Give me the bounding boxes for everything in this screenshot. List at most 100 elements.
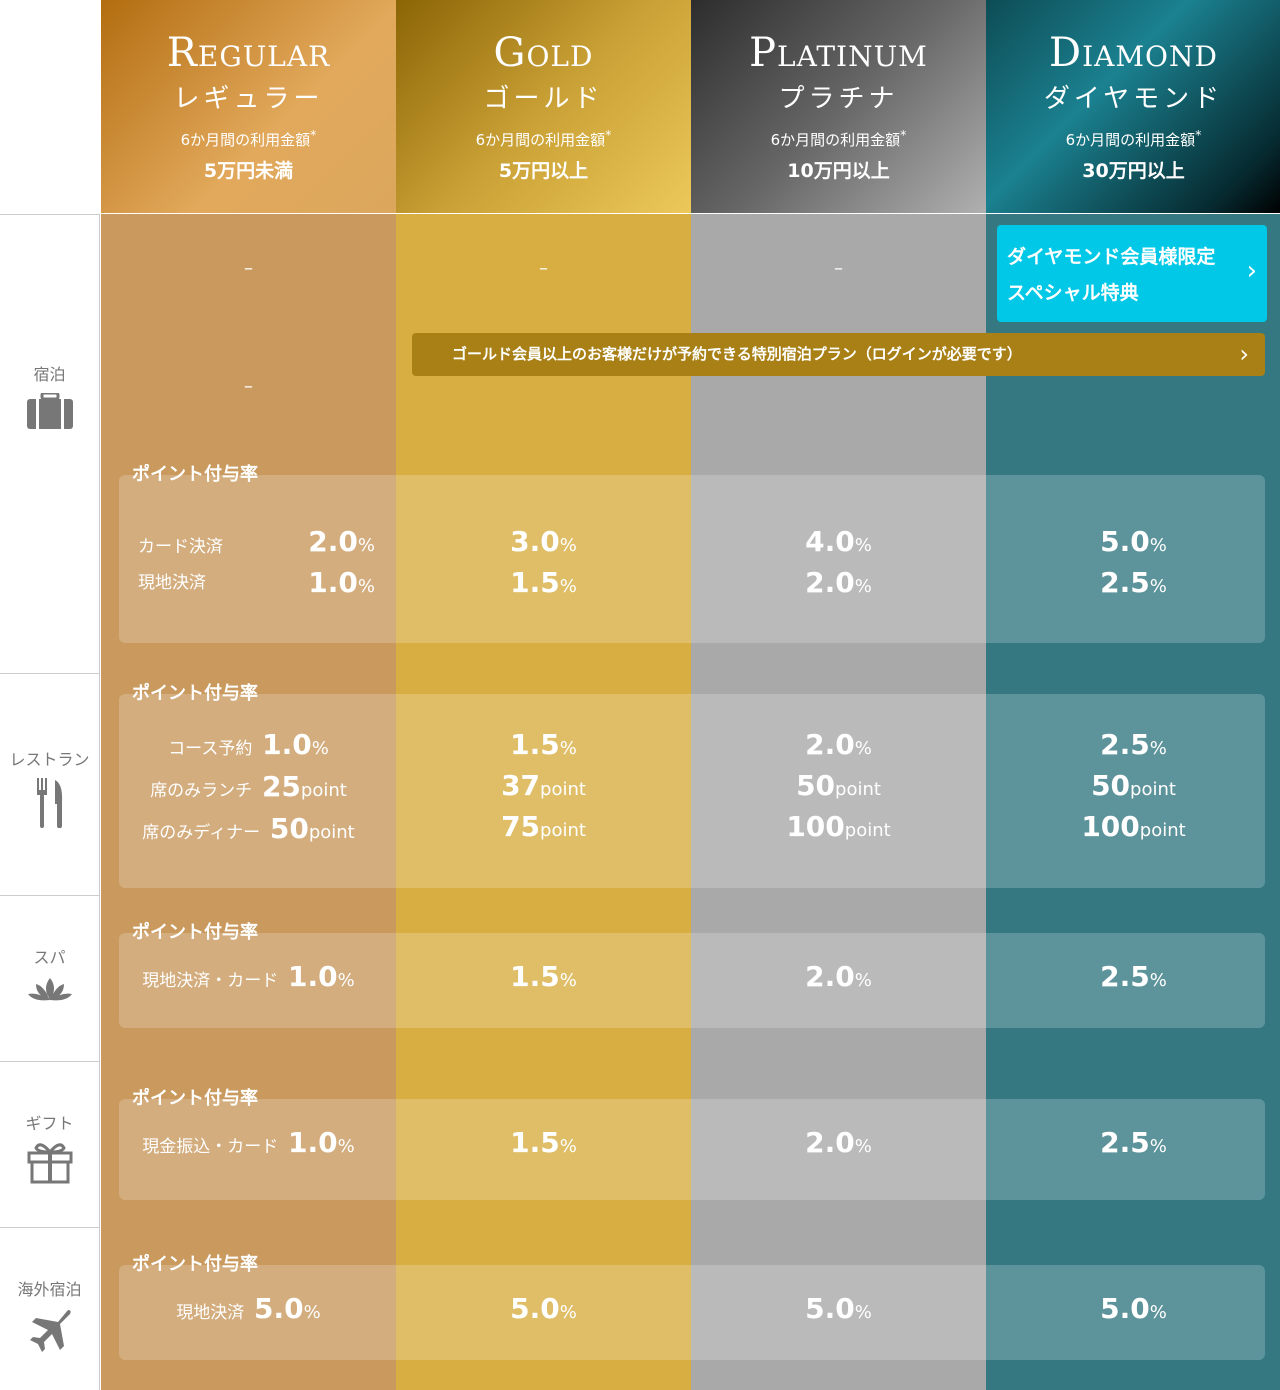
points-panel-hotel	[119, 475, 1265, 643]
value-text: %	[1149, 1136, 1167, 1157]
column-platinum	[691, 214, 986, 1390]
value-text: 3.0	[510, 525, 560, 558]
value-text: 2.0	[308, 525, 358, 558]
row-label-gift: ギフト	[0, 1061, 100, 1227]
hotel-rate-diamond: 5.0% 2.5%	[986, 523, 1280, 605]
value-text: %	[1149, 738, 1167, 759]
gift-icon	[27, 1143, 72, 1184]
tier-amount: 5万円未満	[203, 160, 294, 182]
value-text: コース予約	[168, 739, 253, 759]
value-text: %	[559, 576, 577, 597]
value-text: 2.5	[1100, 960, 1150, 993]
column-regular	[101, 214, 396, 1390]
points-title: ポイント付与率	[132, 922, 258, 943]
suitcase-icon	[26, 391, 73, 429]
value-text: point	[1130, 779, 1176, 800]
value-text: 2.0	[805, 566, 855, 599]
value-text: 5.0	[805, 1292, 855, 1325]
tier-header-platinum: Platinum プラチナ 6か月間の利用金額* 10万円以上	[691, 0, 986, 213]
tier-name-en: Diamond	[1049, 30, 1218, 76]
value-text: 席のみディナー	[142, 823, 261, 843]
category-label: ギフト	[25, 1114, 74, 1133]
period-label: 6か月間の利用金額	[180, 131, 311, 149]
spa-rate-diamond: 2.5%	[986, 958, 1280, 999]
points-panel-spa	[119, 933, 1265, 1028]
hotel-rate-gold: 3.0% 1.5%	[396, 523, 691, 605]
lotus-icon	[27, 978, 72, 1001]
row-label-overseas: 海外宿泊	[0, 1227, 100, 1390]
onsite-payment-label: 現地決済	[138, 573, 206, 593]
value-text: %	[357, 576, 375, 597]
gold-special-plan-button[interactable]: ゴールド会員以上のお客様だけが予約できる特別宿泊プラン（ログインが必要です） ›	[412, 333, 1265, 376]
category-label: 宿泊	[33, 365, 66, 384]
tier-header-diamond: Diamond ダイヤモンド 6か月間の利用金額* 30万円以上	[986, 0, 1280, 213]
tier-amount: 10万円以上	[787, 160, 890, 182]
points-panel-gift	[119, 1099, 1265, 1200]
not-available-dash: –	[244, 258, 253, 279]
button-label: ダイヤモンド会員様限定	[1007, 246, 1216, 268]
value-text: 2.0	[805, 960, 855, 993]
value-text: 1.5	[510, 1126, 560, 1159]
tier-name-jp: ゴールド	[483, 84, 604, 114]
value-text: %	[559, 738, 577, 759]
value-text: %	[854, 1136, 872, 1157]
value-text: 5.0	[1100, 525, 1150, 558]
category-label: レストラン	[9, 750, 90, 769]
category-label: スパ	[33, 948, 66, 967]
value-text: 75	[501, 810, 541, 843]
value-text: 1.5	[510, 960, 560, 993]
asterisk: *	[900, 127, 907, 142]
value-text: 50	[269, 812, 309, 845]
value-text: %	[559, 1136, 577, 1157]
value-text: %	[1149, 535, 1167, 556]
restaurant-rate-diamond: 2.5% 50point 100point	[986, 726, 1280, 849]
period-label: 6か月間の利用金額	[475, 131, 606, 149]
spa-rate-gold: 1.5%	[396, 958, 691, 999]
restaurant-rate-regular: コース予約 1.0% 席のみランチ 25point 席のみディナー 50poin…	[101, 726, 396, 852]
value-text: point	[1139, 820, 1186, 841]
restaurant-rate-platinum: 2.0% 50point 100point	[691, 726, 986, 849]
hotel-rate-platinum: 4.0% 2.0%	[691, 523, 986, 605]
value-text: 25	[261, 770, 301, 803]
tier-header-regular: Regular レギュラー 6か月間の利用金額* 5万円未満	[101, 0, 396, 213]
spa-rate-regular: 現地決済・カード 1.0%	[101, 958, 396, 1000]
not-available-dash: –	[539, 258, 548, 279]
value-text: 37	[501, 769, 541, 802]
button-label: スペシャル特典	[1007, 282, 1139, 304]
value-text: %	[357, 535, 375, 556]
value-text: %	[337, 970, 355, 991]
gift-rate-platinum: 2.0%	[691, 1124, 986, 1165]
points-title: ポイント付与率	[132, 464, 258, 485]
overseas-rate-platinum: 5.0%	[691, 1290, 986, 1331]
chevron-right-icon: ›	[1239, 340, 1249, 368]
value-text: 100	[786, 810, 845, 843]
value-text: 現地決済	[176, 1303, 245, 1323]
value-text: point	[308, 822, 355, 843]
value-text: 現地決済・カード	[142, 971, 279, 991]
value-text: 50	[796, 769, 836, 802]
value-text: %	[303, 1302, 321, 1323]
category-label: 海外宿泊	[17, 1280, 82, 1299]
row-label-spa: スパ	[0, 895, 100, 1061]
hotel-rate-regular: 2.0% 1.0%	[101, 523, 375, 605]
tier-name-jp: ダイヤモンド	[1043, 84, 1224, 114]
value-text: %	[854, 1302, 872, 1323]
points-title: ポイント付与率	[132, 1254, 258, 1275]
value-text: point	[844, 820, 891, 841]
tier-name-jp: プラチナ	[778, 84, 899, 114]
value-text: %	[1149, 970, 1167, 991]
value-text: 5.0	[1100, 1292, 1150, 1325]
spa-rate-platinum: 2.0%	[691, 958, 986, 999]
value-text: %	[559, 970, 577, 991]
period-label: 6か月間の利用金額	[770, 131, 901, 149]
value-text: point	[300, 780, 347, 801]
diamond-special-benefit-button[interactable]: ダイヤモンド会員様限定 スペシャル特典 ›	[997, 225, 1267, 322]
value-text: %	[559, 535, 577, 556]
value-text: 席のみランチ	[150, 781, 253, 801]
period-label: 6か月間の利用金額	[1065, 131, 1196, 149]
restaurant-rate-gold: 1.5% 37point 75point	[396, 726, 691, 849]
value-text: 2.5	[1100, 1126, 1150, 1159]
gift-rate-regular: 現金振込・カード 1.0%	[101, 1124, 396, 1166]
column-diamond	[986, 214, 1280, 1390]
value-text: %	[854, 970, 872, 991]
